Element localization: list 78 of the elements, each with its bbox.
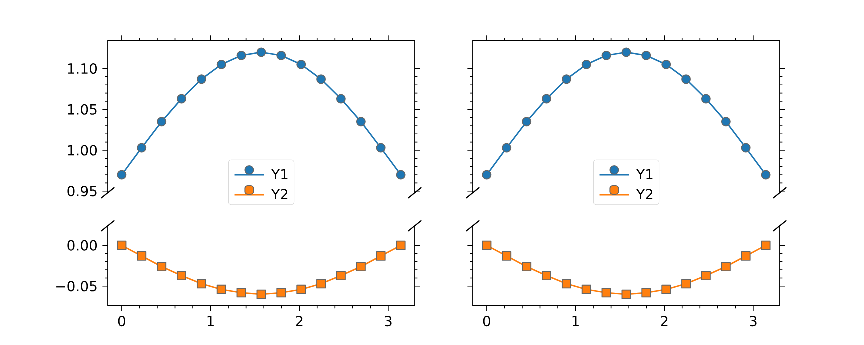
point [316, 74, 326, 84]
legend-label: Y1 [636, 169, 653, 180]
point [117, 240, 127, 250]
point [701, 94, 711, 104]
point [682, 74, 692, 84]
point [396, 170, 406, 180]
point [622, 48, 632, 58]
x-tick-label: 2 [661, 316, 668, 326]
y-tick-label: 1.00 [68, 145, 98, 156]
point [236, 50, 246, 60]
x-tick-label: 1 [572, 316, 579, 326]
y-tick-label: 1.10 [68, 63, 98, 74]
point [622, 290, 632, 300]
point [662, 284, 672, 294]
point [276, 288, 286, 298]
point [522, 262, 532, 272]
point [642, 288, 652, 298]
point [276, 50, 286, 60]
point [256, 48, 266, 58]
point [721, 262, 731, 272]
x-tick-label: 3 [750, 316, 757, 327]
x-tick-label: 2 [296, 316, 303, 326]
y-tick-label: 1.05 [68, 104, 97, 115]
point [316, 279, 326, 289]
point [562, 74, 572, 84]
point [196, 279, 206, 289]
y-tick-label: −0.05 [56, 281, 97, 292]
point [216, 284, 226, 294]
point [582, 284, 592, 294]
point [336, 271, 346, 281]
point [177, 271, 186, 281]
legend-label: Y2 [271, 189, 288, 200]
point [137, 251, 147, 261]
point [117, 170, 127, 180]
point [602, 288, 612, 298]
point [502, 251, 512, 261]
point [177, 94, 186, 104]
point [396, 240, 406, 250]
point [562, 279, 572, 289]
point [256, 290, 266, 300]
point [761, 240, 771, 250]
y-tick-label: 0.00 [68, 240, 98, 251]
point [662, 60, 672, 70]
point [502, 143, 512, 153]
point [157, 262, 167, 272]
point [721, 117, 731, 127]
point [741, 251, 751, 261]
point [376, 143, 386, 153]
x-tick-label: 0 [483, 316, 490, 327]
point [336, 94, 346, 104]
point [296, 60, 306, 70]
point [761, 170, 771, 180]
point [582, 60, 592, 70]
x-tick-label: 1 [208, 316, 214, 326]
x-tick-label: 0 [118, 316, 126, 327]
point [216, 60, 226, 70]
x-tick-label: 3 [385, 316, 392, 327]
point [602, 50, 612, 60]
point [236, 288, 246, 298]
point [356, 117, 366, 127]
point [701, 271, 711, 281]
point [137, 143, 147, 153]
legend-label: Y1 [271, 169, 288, 180]
legend-label: Y2 [636, 189, 653, 200]
y-tick-label: 0.95 [68, 186, 97, 197]
point [542, 94, 552, 104]
point [296, 284, 306, 294]
point [741, 143, 751, 153]
point [196, 74, 206, 84]
point [642, 50, 652, 60]
point [482, 170, 492, 180]
point [356, 262, 366, 272]
point [542, 271, 552, 281]
point [482, 240, 492, 250]
point [157, 117, 167, 127]
point [682, 279, 692, 289]
point [522, 117, 532, 127]
point [376, 251, 386, 261]
